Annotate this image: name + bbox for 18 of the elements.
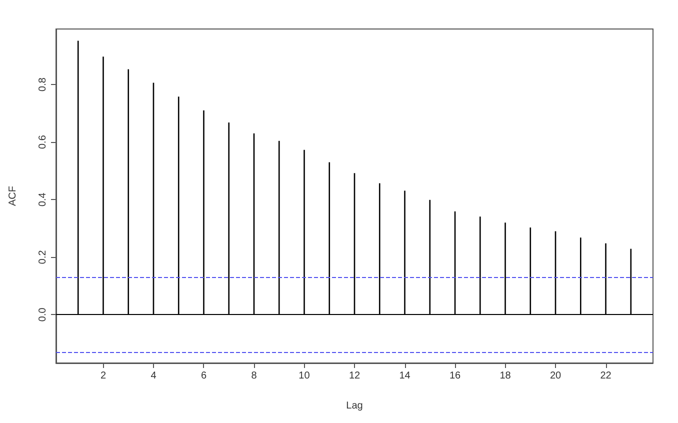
x-tick-label: 8 xyxy=(251,370,258,382)
y-tick-label: 0.4 xyxy=(38,192,48,207)
x-tick-label: 22 xyxy=(600,370,612,382)
x-tick-label: 10 xyxy=(298,370,310,382)
x-tick-label: 4 xyxy=(150,370,157,382)
y-axis-title: ACF xyxy=(8,186,18,206)
x-tick-label: 18 xyxy=(500,370,512,382)
x-tick-label: 2 xyxy=(100,370,106,382)
y-tick-label: 0.0 xyxy=(38,307,48,322)
x-tick-label: 12 xyxy=(348,370,360,382)
x-tick-label: 6 xyxy=(200,370,207,382)
x-axis-title: Lag xyxy=(346,400,363,412)
x-tick-label: 16 xyxy=(449,370,462,382)
x-tick-label: 14 xyxy=(399,370,411,382)
y-tick-label: 0.2 xyxy=(38,250,48,264)
y-tick-label: 0.8 xyxy=(38,77,48,92)
y-tick-label: 0.6 xyxy=(38,134,48,150)
x-tick-label: 20 xyxy=(550,370,562,382)
